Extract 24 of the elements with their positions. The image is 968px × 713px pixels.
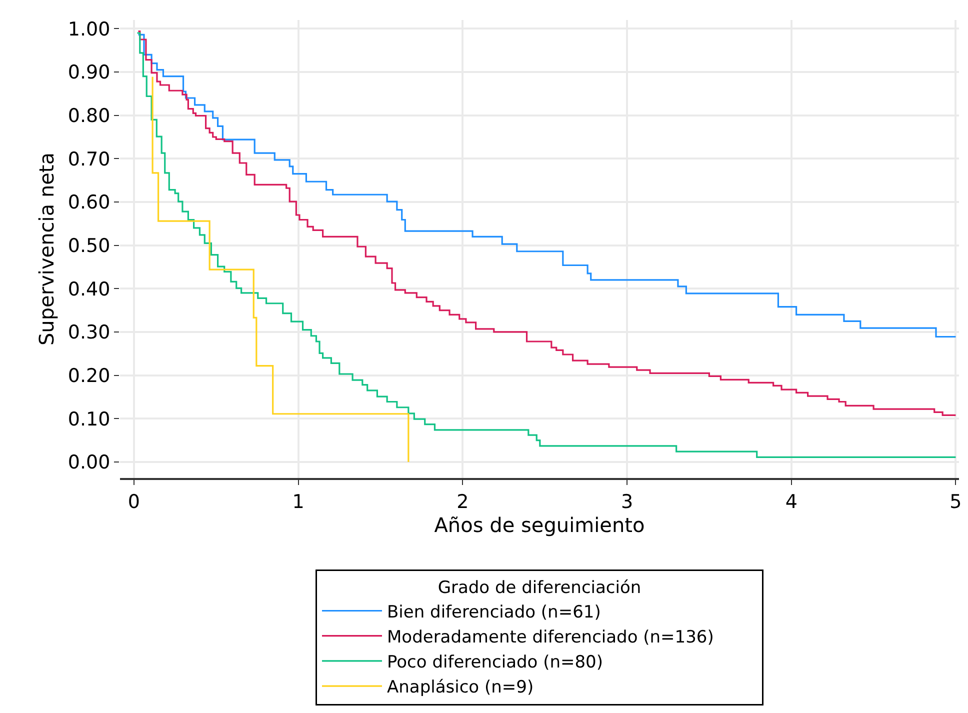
x-tick-label: 3 (620, 490, 634, 513)
y-tick-label: 0.90 (68, 62, 110, 84)
y-tick-label: 0.70 (68, 148, 110, 170)
legend-label: Poco diferenciado (n=80) (387, 652, 604, 673)
legend-title: Grado de diferenciación (438, 578, 642, 598)
y-tick-label: 0.40 (68, 278, 110, 300)
y-axis-title: Supervivencia neta (34, 152, 58, 346)
x-tick-label: 5 (950, 490, 962, 513)
x-tick-label: 0 (128, 490, 140, 513)
y-tick-label: 0.30 (68, 322, 110, 344)
legend-label: Anaplásico (n=9) (387, 678, 534, 698)
x-tick-label: 4 (785, 490, 798, 513)
y-tick-label: 0.20 (68, 364, 110, 387)
y-tick-label: 1.00 (68, 18, 110, 40)
legend-label: Moderadamente diferenciado (n=136) (387, 627, 714, 648)
x-tick-label: 2 (456, 490, 469, 513)
x-tick-label: 1 (292, 490, 304, 513)
y-tick-label: 0.00 (68, 452, 110, 474)
y-tick-label: 0.60 (68, 192, 110, 214)
legend-label: Bien diferenciado (n=61) (387, 602, 601, 622)
y-tick-label: 0.10 (68, 408, 110, 430)
x-axis-title: Años de seguimiento (434, 512, 645, 537)
y-tick-label: 0.50 (68, 234, 110, 257)
y-tick-label: 0.80 (68, 104, 110, 127)
